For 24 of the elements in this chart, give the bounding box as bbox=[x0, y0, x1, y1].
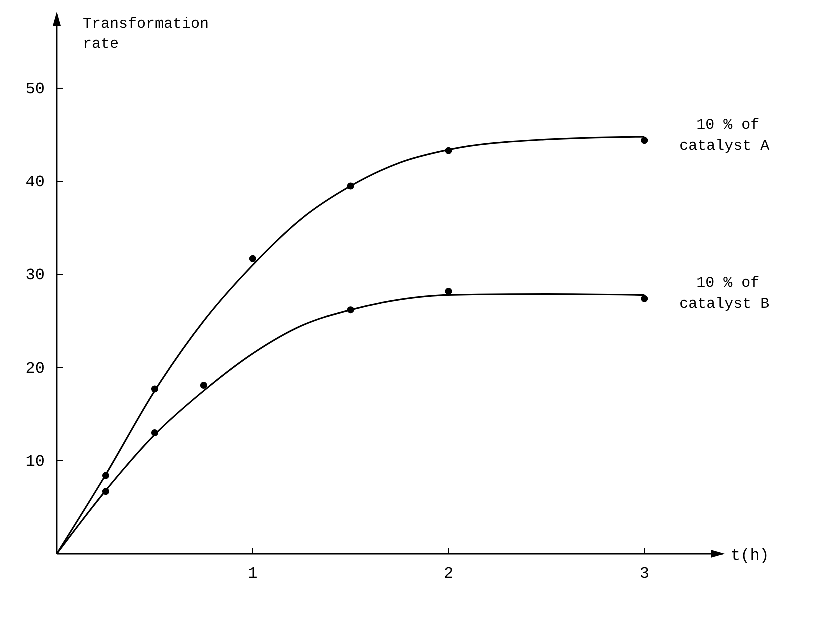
point bbox=[641, 295, 648, 302]
x-tick-label: 1 bbox=[248, 565, 258, 583]
point bbox=[200, 382, 208, 389]
text: 10 % of catalyst B bbox=[680, 275, 770, 314]
y-tick-label: 30 bbox=[26, 266, 45, 285]
x-axis-title: t(h) bbox=[731, 547, 770, 565]
text: 10 % of catalyst A bbox=[680, 116, 770, 155]
point bbox=[102, 472, 110, 480]
y-tick-label: 10 bbox=[26, 452, 45, 471]
point bbox=[102, 488, 110, 496]
y-tick-label: 20 bbox=[26, 360, 45, 378]
point bbox=[641, 137, 648, 144]
point bbox=[151, 429, 158, 436]
point bbox=[151, 386, 158, 393]
y-tick-label: 50 bbox=[26, 80, 45, 98]
point bbox=[445, 288, 452, 295]
y-tick-label: 40 bbox=[26, 174, 45, 192]
x-tick-label: 2 bbox=[444, 565, 454, 583]
x-tick-label: 3 bbox=[640, 565, 650, 583]
point bbox=[347, 182, 354, 190]
y-axis-title: Transformation rate bbox=[83, 16, 210, 53]
point bbox=[445, 147, 452, 154]
point bbox=[347, 306, 354, 314]
point bbox=[249, 255, 256, 262]
